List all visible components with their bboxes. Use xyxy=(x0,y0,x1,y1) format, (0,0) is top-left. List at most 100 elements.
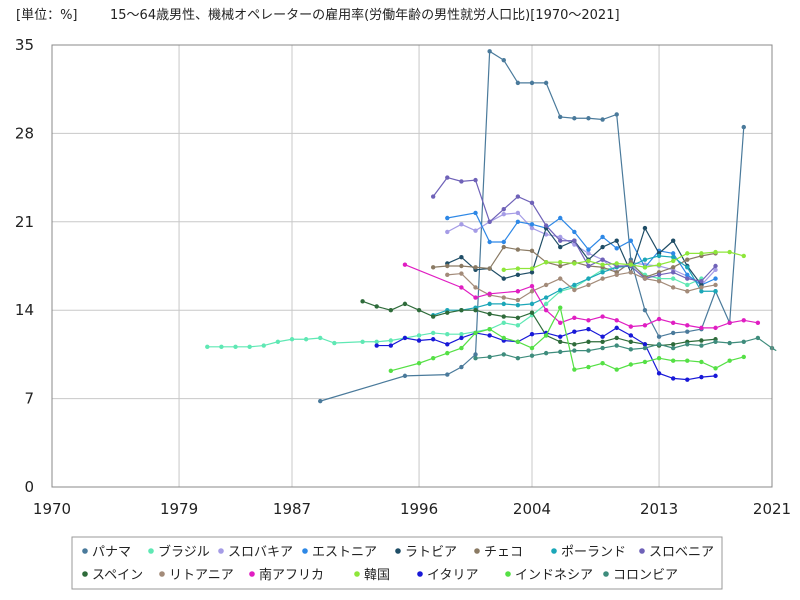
data-point xyxy=(515,297,521,303)
data-point xyxy=(501,212,506,217)
series-line xyxy=(404,264,758,329)
data-point xyxy=(572,367,577,372)
data-point xyxy=(515,272,521,278)
data-point xyxy=(572,315,577,320)
data-point xyxy=(713,366,718,371)
data-point xyxy=(501,206,506,212)
data-point xyxy=(515,210,521,216)
data-point xyxy=(360,339,365,344)
data-point xyxy=(642,342,648,347)
legend-item: 韓国 xyxy=(354,568,390,583)
data-point xyxy=(656,278,662,284)
data-point xyxy=(529,248,535,254)
y-tick-label: 7 xyxy=(24,390,34,408)
data-point xyxy=(656,342,662,347)
data-point xyxy=(247,344,252,350)
data-point xyxy=(416,361,422,366)
data-point xyxy=(741,253,746,259)
data-point xyxy=(473,295,478,300)
legend-label: チェコ xyxy=(484,545,523,560)
data-point xyxy=(515,219,521,224)
data-point xyxy=(543,80,549,86)
data-point xyxy=(430,314,436,319)
data-point xyxy=(261,343,266,348)
data-point xyxy=(501,295,506,300)
data-point xyxy=(685,289,690,294)
data-point xyxy=(529,301,535,307)
data-point xyxy=(459,335,464,341)
series-line xyxy=(362,300,716,347)
data-point xyxy=(713,267,718,272)
data-point xyxy=(670,238,676,243)
legend-box xyxy=(71,536,723,590)
data-point xyxy=(205,344,210,350)
legend-marker xyxy=(82,571,88,577)
data-point xyxy=(318,335,323,341)
data-point xyxy=(572,342,577,347)
legend-marker xyxy=(82,548,88,554)
data-point xyxy=(543,282,549,288)
unit-label: [単位：%] xyxy=(16,7,78,23)
data-point xyxy=(713,263,718,269)
legend-label: スペイン xyxy=(92,568,143,583)
data-point xyxy=(628,347,634,352)
data-point xyxy=(515,266,521,271)
data-point xyxy=(670,251,676,256)
data-point xyxy=(501,301,506,307)
data-point xyxy=(459,308,464,313)
data-point xyxy=(699,374,704,380)
data-point xyxy=(558,114,563,120)
data-point xyxy=(445,331,450,337)
series-line xyxy=(390,305,744,372)
data-point xyxy=(600,345,605,351)
data-point xyxy=(515,247,521,252)
data-point xyxy=(360,299,365,304)
data-point xyxy=(600,270,605,275)
legend-item: エストニア xyxy=(302,545,377,560)
data-point xyxy=(445,272,450,278)
data-point xyxy=(459,364,464,370)
legend-label: インドネシア xyxy=(515,568,593,583)
legend-item: ラトビア xyxy=(395,545,457,560)
data-point xyxy=(473,308,478,313)
data-point xyxy=(558,276,563,281)
data-point xyxy=(445,342,450,347)
legend-label: リトアニア xyxy=(169,568,234,583)
data-point xyxy=(388,338,394,343)
data-point xyxy=(572,348,577,353)
series-line xyxy=(320,50,745,402)
data-point xyxy=(713,289,718,294)
legend-label: スロベニア xyxy=(649,545,714,560)
data-point xyxy=(699,338,704,343)
legend-item: リトアニア xyxy=(159,568,234,583)
data-point xyxy=(402,373,408,379)
x-tick-label: 1996 xyxy=(400,500,438,518)
series-line xyxy=(503,251,744,271)
data-point xyxy=(628,238,634,243)
series-スペイン xyxy=(360,299,718,348)
data-point xyxy=(685,272,690,278)
data-point xyxy=(685,323,690,328)
data-point xyxy=(473,210,478,216)
legend-label: ラトビア xyxy=(405,545,457,560)
data-point xyxy=(501,276,506,281)
data-point xyxy=(586,364,591,370)
data-point xyxy=(501,335,506,341)
data-point xyxy=(529,289,535,294)
series-リトアニア xyxy=(445,270,718,303)
data-point xyxy=(558,287,563,293)
data-point xyxy=(529,345,535,351)
data-point xyxy=(303,337,309,342)
x-tick-label: 1979 xyxy=(160,500,198,518)
legend-item: チェコ xyxy=(474,545,523,560)
data-point xyxy=(543,295,549,300)
x-tick-label: 1987 xyxy=(273,500,311,518)
data-point xyxy=(459,285,464,290)
data-point xyxy=(713,373,718,379)
data-point xyxy=(586,263,591,269)
data-point xyxy=(586,276,591,281)
data-point xyxy=(614,238,619,243)
data-point xyxy=(670,345,676,351)
